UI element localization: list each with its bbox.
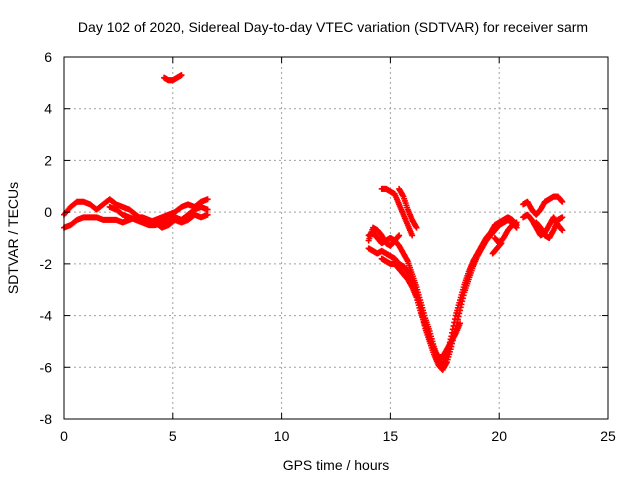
y-tick-label: -2 — [40, 256, 53, 272]
chart-title: Day 102 of 2020, Sidereal Day-to-day VTE… — [78, 19, 588, 35]
data-point — [178, 72, 185, 79]
x-tick-label: 20 — [491, 428, 507, 444]
y-axis-label: SDTVAR / TECUs — [5, 182, 21, 294]
y-tick-label: 2 — [44, 152, 52, 168]
data-point — [498, 240, 505, 247]
data-point — [559, 214, 566, 221]
y-tick-label: -6 — [40, 359, 53, 375]
data-point — [413, 224, 420, 231]
data-point — [204, 196, 211, 203]
y-tick-label: 6 — [44, 49, 52, 65]
y-tick-label: 0 — [44, 204, 52, 220]
data-point — [396, 232, 403, 239]
x-tick-label: 25 — [600, 428, 616, 444]
grid-layer — [64, 57, 608, 419]
x-tick-label: 5 — [169, 428, 177, 444]
x-axis-label: GPS time / hours — [283, 457, 390, 473]
data-layer — [61, 72, 566, 373]
x-tick-label: 15 — [383, 428, 399, 444]
data-point — [409, 232, 416, 239]
data-point — [457, 320, 464, 327]
y-tick-label: 4 — [44, 101, 52, 117]
plot-frame — [63, 56, 609, 420]
data-point — [204, 211, 211, 218]
tick-layer: 0 5 10 15 20 25 -8 -6 -4 -2 0 2 4 6 — [40, 49, 616, 444]
y-tick-label: -8 — [40, 411, 53, 427]
data-point — [513, 219, 520, 226]
x-tick-label: 10 — [274, 428, 290, 444]
y-tick-label: -4 — [40, 308, 53, 324]
data-point — [204, 206, 211, 213]
x-tick-label: 0 — [60, 428, 68, 444]
data-point — [559, 227, 566, 234]
data-point — [559, 198, 566, 205]
